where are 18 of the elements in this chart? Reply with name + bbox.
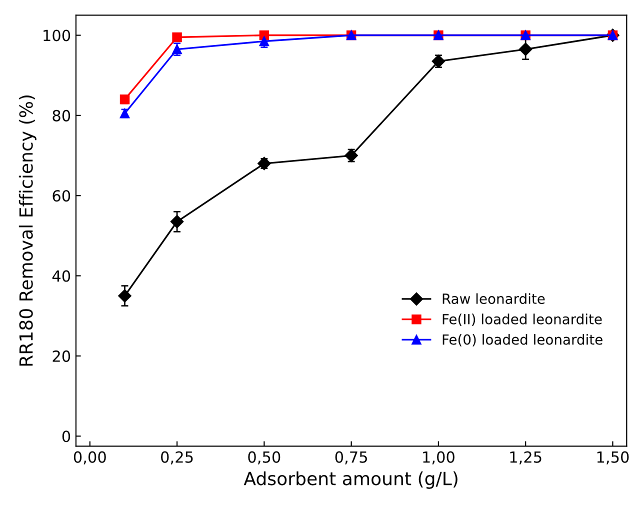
legend-label: Raw leonardite [442,293,545,304]
y-tick-label: 100 [44,30,70,42]
x-tick-label: 1,50 [597,451,629,464]
x-axis-title: Adsorbent amount (g/L) [244,471,458,489]
y-tick-label: 80 [52,110,70,122]
y-tick-label: 40 [52,270,70,282]
x-tick-label: 1,00 [423,451,454,464]
y-tick-label: 0 [62,430,70,442]
y-tick-label: 20 [52,350,70,362]
x-tick-label: 1,25 [510,451,542,464]
x-tick-label: 0,50 [248,451,280,464]
x-tick-label: 0,75 [335,451,367,464]
legend-label: Fe(II) loaded leonardite [442,314,602,326]
x-tick-label: 0,00 [74,451,106,464]
y-axis-title: RR180 Removal Efficiency (%) [18,95,36,366]
y-tick-label: 60 [52,190,70,202]
x-tick-label: 0,25 [161,451,193,464]
legend-label: Fe(0) loaded leonardite [442,334,602,346]
